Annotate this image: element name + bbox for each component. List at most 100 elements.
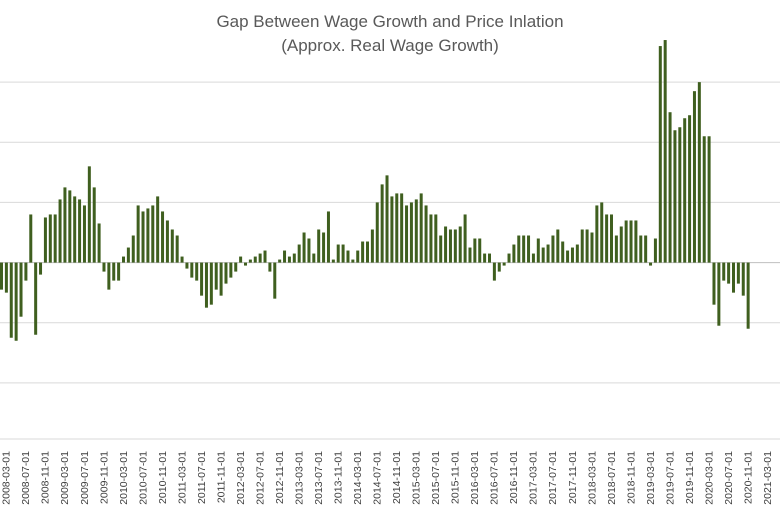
- bar: [292, 253, 296, 263]
- bar: [141, 211, 145, 263]
- bar: [175, 235, 179, 263]
- bar: [512, 244, 516, 263]
- bar: [331, 259, 335, 263]
- bar: [483, 253, 487, 263]
- bar: [497, 262, 501, 272]
- x-tick-label: 2011-03-01: [176, 451, 188, 504]
- bar: [517, 235, 521, 263]
- x-tick-label: 2015-03-01: [411, 451, 423, 505]
- bar: [424, 205, 428, 263]
- bar: [341, 244, 345, 263]
- bar: [244, 262, 247, 266]
- bar: [102, 262, 106, 272]
- bar: [580, 229, 584, 263]
- bar: [87, 166, 91, 263]
- x-tick-label: 2013-11-01: [333, 451, 345, 504]
- x-tick-label: 2014-11-01: [391, 451, 403, 504]
- bar: [0, 262, 3, 290]
- bar: [492, 262, 496, 281]
- bar: [322, 232, 326, 263]
- bar: [697, 82, 701, 263]
- bar: [117, 262, 121, 281]
- bar: [317, 229, 321, 263]
- x-tick-label: 2017-03-01: [528, 451, 540, 505]
- bar: [390, 196, 394, 263]
- bar: [610, 214, 613, 263]
- bar: [639, 235, 643, 263]
- bar: [151, 205, 155, 263]
- x-tick-label: 2013-07-01: [313, 451, 325, 505]
- bar: [24, 262, 28, 281]
- x-tick-label: 2019-03-01: [645, 451, 657, 505]
- bar: [19, 262, 23, 317]
- x-tick-label: 2014-07-01: [372, 451, 384, 505]
- bar: [536, 238, 540, 263]
- x-tick-label: 2020-11-01: [742, 451, 754, 504]
- x-tick-label: 2019-11-01: [684, 451, 696, 504]
- bar: [170, 229, 174, 263]
- bar: [448, 229, 452, 263]
- bar: [190, 262, 194, 278]
- bar: [34, 262, 38, 335]
- bar: [375, 202, 379, 263]
- x-tick-labels: 2008-03-01 2008-07-01 2008-11-01 2009-03-01…: [1, 451, 774, 505]
- bar: [634, 220, 638, 263]
- bar: [722, 262, 726, 281]
- bar: [385, 175, 389, 263]
- bar: [214, 262, 218, 290]
- bar: [395, 193, 399, 263]
- bar: [161, 211, 165, 263]
- bar: [575, 244, 579, 263]
- bar: [185, 262, 189, 269]
- bar: [229, 262, 233, 278]
- bar: [297, 244, 301, 263]
- bar: [727, 262, 731, 284]
- x-tick-label: 2011-07-01: [196, 451, 208, 504]
- bar: [409, 202, 413, 263]
- bar: [707, 136, 711, 263]
- bar: [248, 259, 252, 263]
- bar: [570, 247, 574, 263]
- bar: [546, 244, 550, 263]
- bar: [136, 205, 140, 263]
- bar: [204, 262, 208, 308]
- bar: [663, 40, 667, 263]
- bar: [234, 262, 238, 272]
- bar: [200, 262, 204, 296]
- bar: [507, 253, 511, 263]
- x-tick-label: 2010-03-01: [118, 451, 130, 505]
- bar: [82, 205, 86, 263]
- bar: [380, 184, 384, 263]
- bar: [370, 229, 374, 263]
- bar: [195, 262, 199, 281]
- bar: [4, 262, 8, 293]
- bar: [122, 256, 125, 263]
- bar: [48, 214, 52, 263]
- bar: [361, 241, 365, 263]
- x-tick-label: 2009-11-01: [98, 451, 110, 504]
- bar: [683, 118, 687, 263]
- bar: [180, 256, 184, 263]
- bar: [590, 232, 594, 263]
- bar: [258, 253, 262, 263]
- bar: [458, 226, 462, 263]
- bar: [307, 238, 311, 263]
- bar: [58, 199, 62, 263]
- bar: [9, 262, 13, 338]
- bar: [273, 262, 277, 299]
- bar: [287, 256, 291, 263]
- bar: [107, 262, 111, 290]
- bar: [253, 256, 257, 263]
- x-tick-label: 2016-03-01: [469, 451, 481, 505]
- x-tick-label: 2012-07-01: [254, 451, 266, 505]
- x-tick-label: 2015-11-01: [450, 451, 462, 504]
- bar: [53, 214, 57, 263]
- bar: [468, 247, 472, 263]
- bar: [644, 235, 648, 263]
- bar: [585, 229, 589, 263]
- bar: [561, 241, 565, 263]
- x-tick-label: 2008-03-01: [1, 451, 13, 505]
- bar: [444, 226, 448, 263]
- bar: [688, 115, 692, 263]
- bar: [356, 250, 360, 263]
